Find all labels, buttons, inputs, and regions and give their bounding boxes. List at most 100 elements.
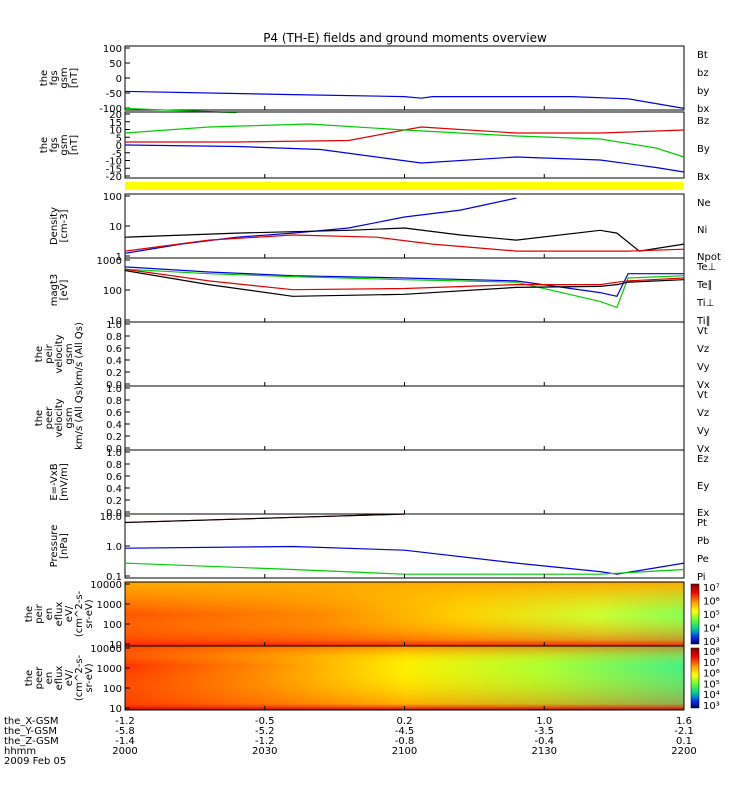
y-tick-label: 100 — [103, 620, 122, 631]
colorbar-tick-label: 10⁵ — [703, 679, 720, 690]
colorbar-tick-label: 10⁷ — [703, 658, 720, 669]
colorbar-tick-label: 10⁴ — [703, 690, 720, 701]
y-axis-label: eV/ — [64, 605, 75, 622]
legend-bx: bx — [697, 104, 709, 115]
legend-Npot: Npot — [697, 252, 721, 263]
legend-Ex: Ex — [697, 508, 709, 519]
y-tick-label: 0.2 — [106, 432, 122, 443]
legend-Pt: Pt — [697, 518, 707, 529]
y-tick-label: 10 — [109, 126, 122, 137]
y-tick-label: 1.0 — [106, 320, 122, 331]
y-tick-label: 0.1 — [106, 572, 122, 583]
colorbar-tick-label: 10⁶ — [703, 597, 720, 608]
panel-frame — [124, 321, 685, 387]
legend-Vz: Vz — [697, 344, 709, 355]
y-tick-label: 0.4 — [106, 356, 122, 367]
legend-Te∥: Te∥ — [696, 280, 713, 291]
y-axis-label: fgs — [49, 137, 60, 152]
y-tick-label: 10 — [109, 316, 122, 327]
y-axis-label: km/s (All Qs) — [74, 386, 85, 450]
y-tick-label: 100 — [103, 192, 122, 203]
y-tick-label: 0.2 — [106, 496, 122, 507]
legend-Vt: Vt — [697, 326, 708, 337]
panel-frame — [124, 513, 685, 579]
y-tick-label: 0.8 — [106, 332, 122, 343]
panel-pressure — [124, 513, 685, 579]
y-axis-label: gsm — [59, 67, 70, 88]
y-axis-label: the — [24, 606, 35, 622]
heatmap-overlay — [125, 646, 684, 710]
series-line-Bx — [124, 144, 685, 173]
x-axis-row-label: hhmm — [4, 746, 36, 757]
x-axis-row-label: the_X-GSM — [4, 716, 58, 727]
legend-by: by — [697, 86, 709, 97]
legend-Pb: Pb — [697, 536, 709, 547]
y-tick-label: 5 — [116, 133, 122, 144]
y-tick-label: 0.0 — [106, 380, 122, 391]
panel-frame — [124, 45, 685, 111]
series-line-Te∥ — [124, 269, 685, 297]
y-tick-label: -15 — [106, 164, 122, 175]
heatmap-overlay — [125, 582, 684, 646]
y-axis-label: [nT] — [69, 135, 80, 155]
y-tick-label: 0.2 — [106, 368, 122, 379]
x-axis-value: -1.4 — [115, 736, 135, 747]
colorbar-tick-label: 10⁴ — [703, 624, 720, 635]
y-tick-label: -50 — [106, 89, 122, 100]
panel-frame — [124, 449, 685, 515]
series-line-By — [124, 123, 685, 158]
y-tick-label: 0.8 — [106, 460, 122, 471]
x-axis-value: 0.2 — [397, 716, 413, 727]
y-axis-label: peer — [34, 666, 45, 690]
x-axis-date: 2009 Feb 05 — [4, 756, 66, 767]
panel-frame — [124, 193, 685, 259]
y-axis-label: [cm-3] — [59, 209, 70, 242]
y-axis-label: km/s (All Qs) — [74, 322, 85, 386]
y-axis-label: sr-eV) — [84, 663, 95, 692]
y-tick-label: 0.8 — [106, 396, 122, 407]
colorbar-tick-label: 10³ — [703, 637, 720, 648]
y-tick-label: 0.6 — [106, 344, 122, 355]
x-axis-value: -5.8 — [115, 726, 135, 737]
y-tick-label: 20 — [109, 110, 122, 121]
y-tick-label: 0.6 — [106, 408, 122, 419]
y-tick-label: -100 — [99, 104, 122, 115]
panel-frame — [124, 257, 685, 323]
x-axis-value: -5.2 — [255, 726, 275, 737]
y-axis-label: en — [44, 672, 55, 685]
y-tick-label: 0.6 — [106, 472, 122, 483]
legend-Ti⊥: Ti⊥ — [696, 298, 714, 309]
y-axis-label: the — [24, 670, 35, 686]
x-axis-value: 2030 — [252, 746, 277, 757]
y-axis-label: the — [39, 137, 50, 153]
y-axis-label: [eV] — [59, 280, 70, 301]
x-axis-value: 1.6 — [676, 716, 692, 727]
y-axis-label: [mV/m] — [59, 463, 70, 501]
colorbar-tick-label: 10³ — [703, 701, 720, 712]
legend-Ey: Ey — [697, 481, 709, 492]
y-axis-label: peer — [44, 406, 55, 430]
y-axis-label: velocity — [54, 334, 65, 373]
y-tick-label: 0 — [116, 74, 122, 85]
series-line-Ne — [124, 234, 685, 252]
series-line-Ti∥ — [124, 268, 685, 309]
legend-Pe: Pe — [697, 554, 709, 565]
y-axis-label: E=-VxB — [49, 463, 60, 500]
legend-Vy: Vy — [697, 362, 710, 373]
y-tick-label: 0 — [116, 141, 122, 152]
colorbar-tick-label: 10⁷ — [703, 583, 720, 594]
y-tick-label: 0.0 — [106, 508, 122, 519]
y-axis-label: gsm — [64, 343, 75, 364]
y-tick-label: 1000 — [97, 664, 122, 675]
y-axis-label: gsm — [59, 134, 70, 155]
legend-Vx: Vx — [697, 444, 710, 455]
legend-Ez: Ez — [697, 454, 709, 465]
y-tick-label: 0.4 — [106, 484, 122, 495]
y-axis-label: the — [34, 346, 45, 362]
y-tick-label: 0.0 — [106, 444, 122, 455]
panel-efield — [124, 449, 685, 515]
panel-density — [124, 193, 685, 259]
y-tick-label: 10.0 — [100, 512, 122, 523]
panel-peer_velocity — [124, 385, 685, 451]
y-axis-label: eflux — [54, 602, 65, 627]
